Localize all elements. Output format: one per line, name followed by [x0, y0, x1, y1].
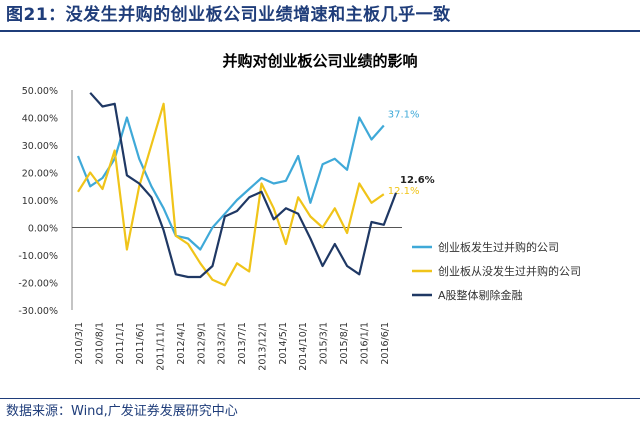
chart-title: 并购对创业板公司业绩的影响: [222, 52, 417, 70]
figure-title: 图21：没发生并购的创业板公司业绩增速和主板几乎一致: [6, 5, 451, 25]
series-end-label-2: 12.1%: [388, 186, 420, 197]
x-tick-label: 2014/5/1: [278, 322, 289, 365]
source-note: 数据来源：Wind,广发证券发展研究中心: [6, 404, 238, 419]
y-tick-label: 10.00%: [22, 196, 58, 207]
y-tick-label: 20.00%: [22, 169, 58, 180]
y-tick-label: -30.00%: [18, 306, 58, 317]
x-tick-label: 2013/12/1: [257, 322, 268, 371]
y-tick-label: -20.00%: [18, 279, 58, 290]
x-tick-label: 2012/9/1: [196, 322, 207, 365]
series-end-label-1: 37.1%: [388, 109, 420, 120]
series-line-1: [76, 116, 385, 251]
x-tick-label: 2015/8/1: [339, 322, 350, 365]
x-tick-label: 2015/3/1: [319, 322, 330, 365]
y-tick-label: -10.00%: [18, 251, 58, 262]
x-tick-label: 2010/8/1: [94, 322, 105, 365]
x-tick-label: 2011/6/1: [135, 322, 146, 365]
series-line-3: [89, 92, 398, 279]
x-tick-label: 2011/11/1: [156, 322, 167, 371]
x-tick-label: 2013/2/1: [217, 322, 228, 365]
y-tick-label: 0.00%: [28, 224, 58, 235]
series-end-label-3: 12.6%: [400, 175, 435, 186]
y-tick-label: 30.00%: [22, 141, 58, 152]
y-tick-label: 40.00%: [22, 114, 58, 125]
x-tick-label: 2016/6/1: [380, 322, 391, 365]
x-tick-label: 2010/3/1: [74, 322, 85, 365]
y-tick-label: 50.00%: [22, 86, 58, 97]
x-tick-label: 2013/7/1: [237, 322, 248, 365]
x-tick-label: 2016/1/1: [359, 322, 370, 365]
legend-label-2: 创业板从没发生过并购的公司: [438, 264, 581, 278]
source-divider: [0, 398, 640, 399]
series-line-2: [77, 102, 385, 287]
legend-label-1: 创业板发生过并购的公司: [438, 240, 559, 254]
title-divider: [0, 30, 640, 32]
x-tick-label: 2012/4/1: [176, 322, 187, 365]
x-tick-label: 2011/1/1: [115, 322, 126, 365]
x-tick-label: 2014/10/1: [298, 322, 309, 371]
chart: 并购对创业板公司业绩的影响 50.00% 40.00% 30.00% 20.00% 10.…: [18, 52, 581, 371]
legend-label-3: A股整体剔除金融: [438, 288, 523, 302]
